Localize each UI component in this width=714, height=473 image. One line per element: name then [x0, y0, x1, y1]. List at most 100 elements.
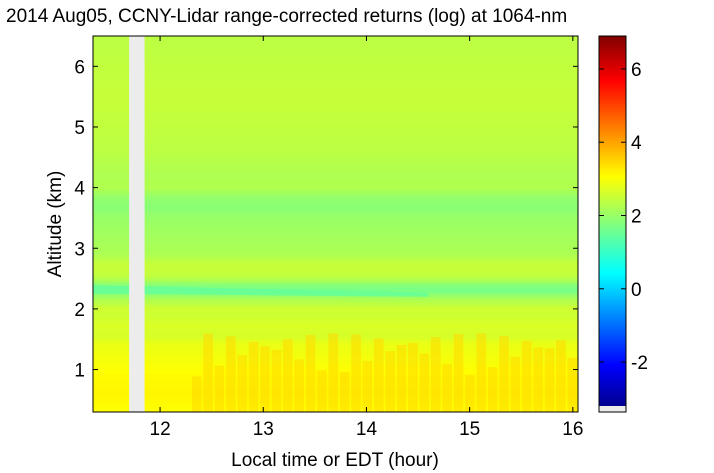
colorbar-tick-label: 6 — [631, 60, 642, 81]
profile-band — [93, 126, 578, 131]
profile-band — [93, 208, 578, 213]
y-tick-label: 4 — [74, 179, 85, 200]
y-axis-label: Altitude (km) — [45, 171, 66, 278]
pbl-warm-plumes — [453, 333, 464, 412]
profile-band — [93, 136, 578, 140]
profile-band — [93, 254, 578, 258]
profile-band — [93, 99, 578, 104]
x-tick-label: 16 — [562, 419, 583, 440]
profile-band — [93, 105, 578, 110]
x-axis-label: Local time or EDT (hour) — [231, 450, 439, 471]
profile-band — [93, 245, 578, 249]
profile-band — [93, 145, 578, 149]
pbl-warm-plumes — [385, 351, 396, 412]
pbl-warm-plumes — [499, 335, 509, 412]
profile-band — [93, 257, 578, 261]
pbl-warm-plumes — [510, 356, 521, 412]
profile-band — [93, 66, 578, 70]
profile-band — [93, 160, 578, 164]
profile-band — [93, 260, 578, 265]
profile-band — [93, 248, 578, 252]
profile-band — [93, 172, 578, 177]
pbl-warm-plumes — [487, 367, 498, 412]
x-tick-label: 13 — [253, 419, 274, 440]
profile-band — [93, 242, 578, 246]
profile-band — [93, 42, 578, 46]
profile-band — [93, 266, 578, 271]
profile-band — [93, 284, 578, 289]
profile-band — [93, 69, 578, 73]
profile-band — [93, 272, 578, 277]
profile-band — [93, 299, 578, 304]
profile-band — [93, 311, 578, 316]
colorbar-tick-label: 0 — [631, 280, 642, 301]
colorbar-tick-label: -2 — [631, 353, 648, 374]
profile-band — [93, 187, 578, 192]
profile-band — [93, 139, 578, 143]
profile-band — [93, 314, 578, 319]
profile-band — [93, 111, 578, 116]
profile-band — [93, 296, 578, 301]
profile-band — [93, 236, 578, 240]
colorbar: -2 0 2 4 6 — [598, 35, 648, 413]
profile-band — [93, 181, 578, 186]
pbl-warm-plumes — [465, 374, 475, 412]
profile-band — [93, 281, 578, 286]
profile-band — [93, 230, 578, 234]
pbl-warm-plumes — [521, 340, 532, 412]
pbl-warm-plumes — [339, 371, 350, 412]
profile-band — [93, 251, 578, 255]
x-axis-ticks: 12 13 14 15 16 — [150, 36, 583, 440]
pbl-warm-plumes — [214, 365, 225, 412]
pbl-warm-plumes — [294, 359, 304, 412]
y-tick-label: 3 — [74, 239, 85, 260]
pbl-warm-plumes — [226, 336, 236, 412]
profile-band — [93, 84, 578, 89]
profile-band — [93, 169, 578, 174]
profile-band — [93, 321, 578, 325]
profile-band — [93, 308, 578, 313]
pbl-warm-plumes — [191, 376, 202, 412]
profile-band — [93, 54, 578, 58]
pbl-warm-plumes — [419, 353, 430, 412]
profile-band — [93, 178, 578, 183]
colorbar-tick-label: 4 — [631, 133, 642, 154]
pbl-warm-plumes — [567, 357, 578, 412]
profile-band — [93, 211, 578, 216]
profile-band — [93, 199, 578, 204]
profile-band — [93, 142, 578, 146]
y-tick-label: 5 — [74, 118, 85, 139]
profile-band — [93, 78, 578, 83]
profile-band — [93, 184, 578, 189]
profile-band — [93, 87, 578, 92]
profile-band — [93, 196, 578, 201]
profile-band — [93, 148, 578, 152]
colorbar-bottom-cap — [599, 406, 626, 412]
profile-band — [93, 93, 578, 98]
pbl-warm-plumes — [430, 337, 441, 412]
profile-band — [93, 166, 578, 171]
colorbar-tick-label: 2 — [631, 207, 642, 228]
profile-band — [93, 278, 578, 283]
profile-band — [93, 214, 578, 219]
profile-band — [93, 193, 578, 198]
pbl-warm-plumes — [203, 333, 213, 412]
pbl-warm-plumes — [248, 341, 259, 412]
y-tick-label: 1 — [74, 361, 85, 382]
colorbar-ticks: -2 0 2 4 6 — [599, 60, 648, 374]
pbl-warm-plumes — [396, 344, 407, 412]
profile-band — [93, 75, 578, 80]
pbl-warm-plumes — [373, 338, 384, 412]
profile-band — [93, 81, 578, 86]
profile-band — [93, 130, 578, 134]
pbl-warm-plumes — [271, 349, 282, 412]
pbl-warm-plumes — [544, 348, 555, 412]
pbl-warm-plumes — [533, 347, 544, 412]
pbl-warm-plumes — [237, 355, 248, 412]
profile-band — [93, 318, 578, 322]
profile-band — [93, 275, 578, 280]
x-tick-label: 15 — [459, 419, 480, 440]
profile-band — [93, 63, 578, 67]
profile-band — [93, 190, 578, 195]
